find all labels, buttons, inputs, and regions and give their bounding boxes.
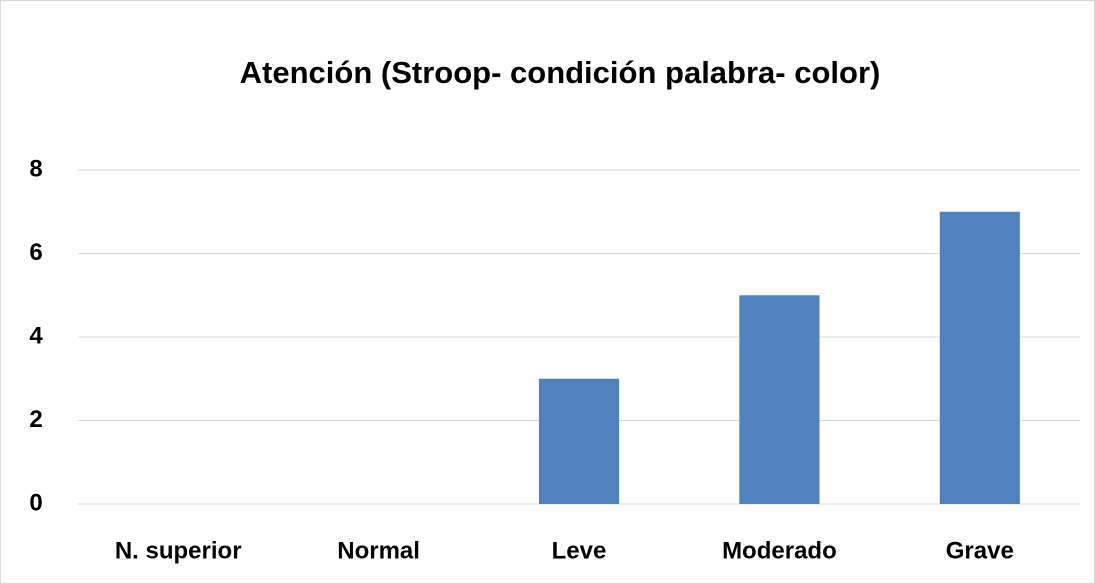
x-tick-label: N. superior	[115, 537, 242, 564]
y-tick-label: 8	[29, 155, 42, 182]
x-tick-label: Grave	[946, 537, 1014, 564]
y-tick-label: 2	[29, 406, 42, 433]
chart-title: Atención (Stroop- condición palabra- col…	[240, 55, 881, 90]
bar	[538, 378, 620, 504]
x-tick-label: Moderado	[722, 537, 837, 564]
y-tick-label: 0	[29, 489, 42, 516]
y-tick-label: 4	[29, 322, 43, 349]
x-tick-label: Leve	[552, 537, 607, 564]
bar	[739, 295, 820, 504]
x-tick-label: Normal	[337, 537, 420, 564]
bar	[939, 211, 1020, 504]
y-tick-label: 6	[29, 239, 42, 266]
